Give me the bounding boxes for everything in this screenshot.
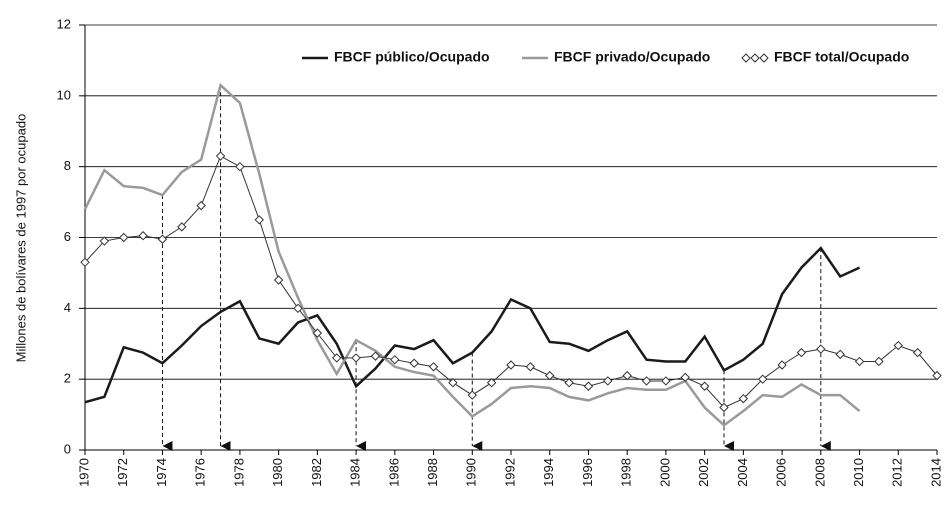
diamond-marker [177, 222, 187, 232]
x-tick-label: 1992 [502, 458, 517, 487]
diamond-marker [409, 358, 419, 368]
x-tick-label: 1994 [541, 458, 556, 487]
legend-swatch [741, 53, 751, 63]
diamond-marker [448, 378, 458, 388]
diamond-marker [874, 356, 884, 367]
x-tick-label: 2012 [890, 458, 905, 487]
x-tick-label: 1982 [309, 458, 324, 487]
diamond-marker [641, 376, 652, 386]
diamond-marker [777, 360, 787, 370]
x-tick-label: 2010 [851, 458, 866, 487]
legend-label: FBCF total/Ocupado [774, 49, 909, 65]
x-tick-label: 1980 [270, 458, 285, 487]
diamond-marker [796, 347, 807, 358]
diamond-marker [467, 390, 477, 400]
x-tick-label: 1978 [231, 458, 246, 487]
y-tick-label: 10 [57, 87, 71, 102]
diamond-marker [525, 362, 536, 372]
x-tick-label: 1998 [619, 458, 634, 487]
diamond-marker [312, 328, 323, 338]
x-tick-label: 1972 [115, 458, 130, 487]
x-tick-label: 1976 [193, 458, 208, 487]
legend: FBCF público/Ocupado FBCF privado/Ocupado… [302, 49, 909, 65]
y-tick-label: 12 [57, 16, 71, 31]
x-tick-label: 1988 [425, 458, 440, 487]
diamond-marker [893, 340, 903, 351]
diamond-marker [293, 303, 303, 314]
y-tick-label: 4 [64, 300, 71, 315]
diamond-marker [738, 393, 749, 404]
diamond-marker [332, 353, 342, 363]
x-tick-label: 1970 [76, 458, 91, 487]
legend-swatch [750, 53, 760, 63]
diamond-marker [545, 370, 555, 381]
diamond-marker [854, 356, 865, 367]
diamond-marker [80, 257, 90, 267]
diamond-marker [390, 354, 400, 365]
diamond-marker [932, 370, 942, 381]
legend-swatch [759, 53, 769, 63]
y-tick-label: 6 [64, 229, 71, 244]
x-tick-label: 2008 [812, 458, 827, 487]
x-tick-label: 2006 [774, 458, 789, 487]
x-tick-label: 2004 [735, 458, 750, 487]
legend-label: FBCF privado/Ocupado [554, 49, 710, 65]
x-tick-label: 2014 [928, 458, 943, 487]
diamond-marker [699, 381, 710, 391]
x-tick-label: 2002 [696, 458, 711, 487]
diamond-marker [719, 402, 729, 413]
x-tick-label: 1996 [580, 458, 595, 487]
diamond-marker [273, 275, 284, 285]
diamond-marker [99, 236, 110, 246]
diamond-marker [254, 215, 264, 225]
series-line [83, 82, 861, 427]
diamond-marker [370, 351, 381, 361]
diamond-marker [680, 372, 690, 383]
diamond-marker [603, 376, 613, 386]
diamond-marker [583, 381, 594, 391]
diamond-marker [235, 161, 245, 172]
diamond-marker [351, 353, 361, 363]
x-tick-label: 1986 [386, 458, 401, 487]
diamond-marker [506, 360, 516, 370]
diamond-marker [622, 370, 632, 381]
diamond-marker [758, 374, 768, 384]
diamond-marker [157, 234, 168, 244]
x-tick-label: 2000 [657, 458, 672, 487]
diamond-marker [428, 362, 439, 372]
diamond-marker [564, 378, 574, 388]
y-axis-label: Millones de bolívares de 1997 por ocupad… [13, 114, 28, 363]
diamond-marker [215, 151, 226, 161]
diamond-marker [835, 349, 845, 360]
y-tick-label: 8 [64, 158, 71, 173]
diamond-marker [196, 200, 206, 211]
x-tick-label: 1974 [154, 458, 169, 487]
series-line [84, 155, 938, 409]
diamond-marker [119, 232, 129, 243]
diamond-marker [661, 376, 671, 386]
diamond-marker [816, 344, 826, 354]
x-tick-label: 1984 [348, 458, 363, 487]
diamond-marker [912, 347, 923, 358]
y-tick-label: 2 [64, 371, 71, 386]
series-line [84, 246, 861, 404]
y-tick-label: 0 [64, 441, 71, 456]
diamond-marker [486, 378, 497, 388]
diamond-marker [138, 231, 148, 241]
legend-label: FBCF público/Ocupado [334, 49, 490, 65]
x-tick-label: 1990 [464, 458, 479, 487]
